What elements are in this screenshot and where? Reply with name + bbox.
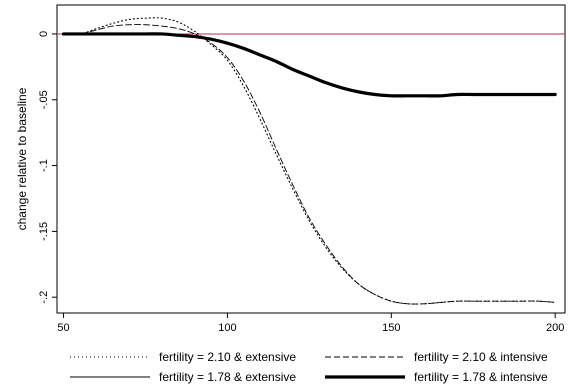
series-line-thick	[61, 32, 557, 98]
legend-label: fertility = 2.10 & extensive	[159, 350, 296, 364]
legend-label: fertility = 1.78 & intensive	[414, 370, 548, 384]
legend-label: fertility = 2.10 & intensive	[414, 350, 548, 364]
y-tick-label: -.1	[38, 159, 50, 172]
y-tick-label: 0	[38, 31, 50, 37]
legend-label: fertility = 1.78 & extensive	[159, 370, 296, 384]
series-line-dotted	[63, 17, 556, 305]
y-axis: 0 -.05 -.1 -.15 -.2	[38, 31, 57, 304]
y-tick-label: -.2	[38, 291, 50, 304]
series-group	[61, 17, 557, 305]
x-tick-label: 150	[382, 322, 400, 334]
series-line-dashed	[63, 24, 556, 305]
y-tick-label: -.05	[38, 90, 50, 109]
plot-area-frame	[56, 4, 566, 314]
x-axis: 50 100 150 200	[57, 313, 564, 334]
x-tick-label: 50	[57, 322, 69, 334]
y-axis-title: change relative to baseline	[15, 87, 29, 230]
x-tick-label: 100	[218, 322, 236, 334]
x-tick-label: 200	[546, 322, 564, 334]
y-tick-label: -.15	[38, 222, 50, 241]
legend: fertility = 2.10 & extensive fertility = …	[70, 350, 548, 384]
